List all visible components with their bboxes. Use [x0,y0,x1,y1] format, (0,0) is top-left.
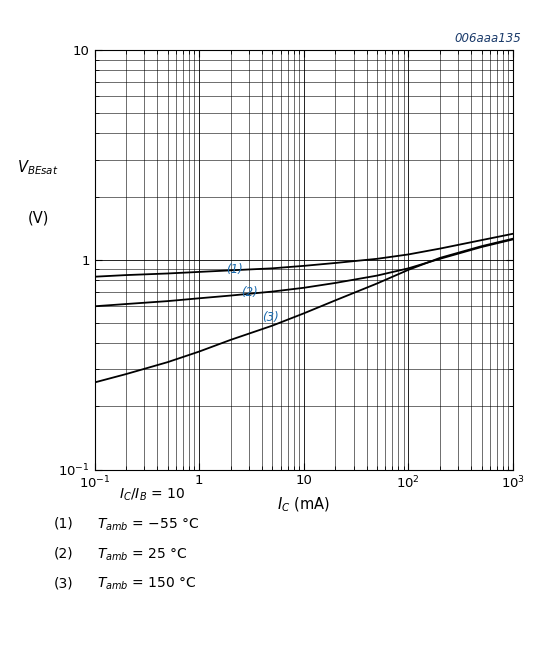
Text: (1): (1) [226,263,242,276]
Text: 006aaa135: 006aaa135 [454,32,521,45]
Text: $V_{BEsat}$: $V_{BEsat}$ [17,158,59,176]
Text: (1): (1) [54,516,74,530]
Text: (2): (2) [54,546,73,560]
Text: $T_{amb}$ = 25 °C: $T_{amb}$ = 25 °C [97,546,188,563]
Text: (3): (3) [54,576,73,590]
Text: (2): (2) [241,286,258,299]
Text: $T_{amb}$ = $-$55 °C: $T_{amb}$ = $-$55 °C [97,516,200,533]
Text: $I_C/I_B$ = 10: $I_C/I_B$ = 10 [119,486,185,503]
X-axis label: $I_C$ (mA): $I_C$ (mA) [278,495,330,513]
Text: (V): (V) [28,210,49,225]
Text: (3): (3) [262,311,279,324]
Text: $T_{amb}$ = 150 °C: $T_{amb}$ = 150 °C [97,576,197,593]
